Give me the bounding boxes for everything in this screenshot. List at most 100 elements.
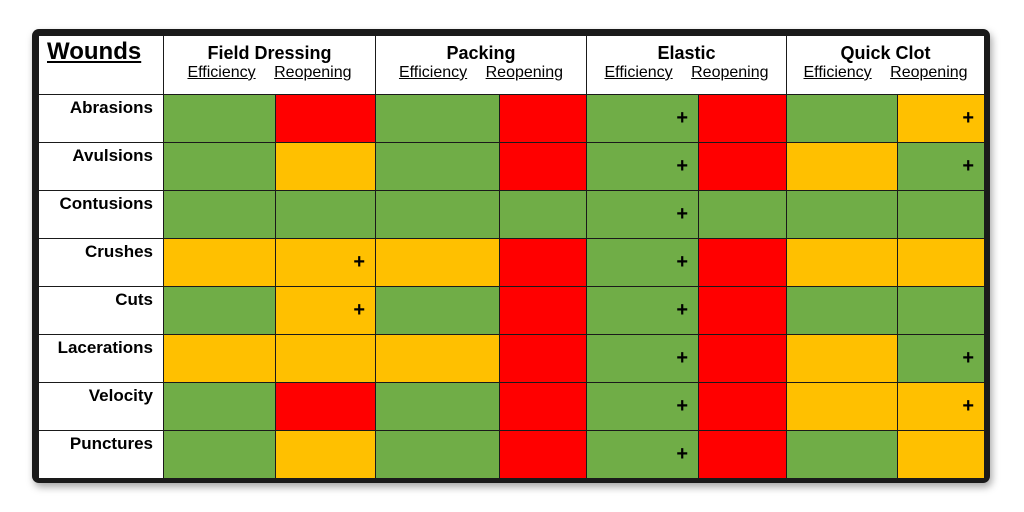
rating-cell: [499, 238, 587, 287]
table-row: Lacerations + +: [38, 334, 986, 383]
rating-cell: [786, 334, 899, 383]
rating-cell: [897, 190, 986, 239]
rating-cell: [499, 382, 587, 431]
rating-cell: [275, 334, 376, 383]
table-body: Abrasions + + Avulsions + + Contusions + Crushes…: [38, 94, 986, 479]
rating-cell: +: [586, 94, 699, 143]
group-field-dressing: Field Dressing: [163, 35, 376, 64]
rating-cell: [697, 430, 788, 479]
rating-cell: [697, 382, 788, 431]
rating-cell: [275, 430, 376, 479]
rating-cell: [897, 286, 986, 335]
title-cell: Wounds: [38, 35, 164, 95]
row-label: Lacerations: [38, 334, 164, 383]
table-row: Abrasions + +: [38, 94, 986, 143]
rating-cell: [786, 142, 899, 191]
subheader-efficiency: Efficiency: [604, 64, 673, 81]
plus-mark: +: [676, 107, 688, 129]
table-title: Wounds: [47, 38, 142, 65]
rating-cell: [163, 382, 276, 431]
rating-cell: +: [586, 382, 699, 431]
rating-cell: [375, 334, 500, 383]
subheader-reopening: Reopening: [691, 64, 769, 81]
rating-cell: [786, 238, 899, 287]
plus-mark: +: [676, 395, 688, 417]
rating-cell: [786, 430, 899, 479]
rating-cell: [897, 238, 986, 287]
rating-cell: +: [586, 334, 699, 383]
rating-cell: [786, 190, 899, 239]
rating-cell: [163, 286, 276, 335]
row-label: Velocity: [38, 382, 164, 431]
rating-cell: [786, 382, 899, 431]
rating-cell: [163, 94, 276, 143]
rating-cell: [697, 94, 788, 143]
rating-cell: [499, 286, 587, 335]
plus-mark: +: [676, 155, 688, 177]
subheader-reopening: Reopening: [485, 64, 564, 81]
group-header-row: Wounds Field Dressing Packing Elastic Qu…: [38, 35, 986, 95]
table-row: Avulsions + +: [38, 142, 986, 191]
rating-cell: [375, 190, 500, 239]
subheader-field-dressing: Efficiency Reopening: [163, 64, 376, 95]
rating-cell: [499, 334, 587, 383]
row-label: Crushes: [38, 238, 164, 287]
row-label: Abrasions: [38, 94, 164, 143]
rating-cell: +: [586, 238, 699, 287]
rating-cell: [163, 238, 276, 287]
subheader-efficiency: Efficiency: [398, 64, 468, 81]
plus-mark: +: [676, 203, 688, 225]
rating-cell: +: [897, 142, 986, 191]
rating-cell: [375, 430, 500, 479]
rating-cell: +: [586, 430, 699, 479]
rating-cell: +: [897, 382, 986, 431]
rating-cell: +: [897, 94, 986, 143]
table-row: Crushes + +: [38, 238, 986, 287]
rating-cell: +: [275, 238, 376, 287]
row-label: Contusions: [38, 190, 164, 239]
plus-mark: +: [676, 347, 688, 369]
rating-cell: [499, 94, 587, 143]
row-label: Punctures: [38, 430, 164, 479]
rating-cell: +: [586, 286, 699, 335]
subheader-elastic: Efficiency Reopening: [585, 64, 788, 95]
rating-cell: [275, 190, 376, 239]
plus-mark: +: [353, 299, 365, 321]
rating-cell: [697, 142, 788, 191]
group-packing: Packing: [375, 35, 587, 64]
plus-mark: +: [962, 107, 975, 129]
rating-cell: [163, 142, 276, 191]
rating-cell: [697, 190, 788, 239]
table-row: Cuts + +: [38, 286, 986, 335]
table-row: Punctures +: [38, 430, 986, 479]
plus-mark: +: [962, 347, 975, 369]
group-quick-clot: Quick Clot: [786, 35, 986, 64]
rating-cell: +: [586, 190, 699, 239]
rating-cell: [375, 382, 500, 431]
rating-cell: [499, 430, 587, 479]
group-elastic: Elastic: [585, 35, 788, 64]
rating-cell: [275, 142, 376, 191]
rating-cell: [163, 334, 276, 383]
rating-cell: [499, 142, 587, 191]
rating-cell: [786, 286, 899, 335]
table-row: Velocity + +: [38, 382, 986, 431]
rating-cell: [897, 430, 986, 479]
row-label: Cuts: [38, 286, 164, 335]
rating-cell: [697, 238, 788, 287]
rating-cell: [499, 190, 587, 239]
rating-cell: [375, 238, 500, 287]
subheader-efficiency: Efficiency: [187, 64, 256, 81]
rating-cell: [275, 94, 376, 143]
row-label: Avulsions: [38, 142, 164, 191]
plus-mark: +: [962, 395, 975, 417]
subheader-quick-clot: Efficiency Reopening: [786, 64, 986, 95]
table-row: Contusions +: [38, 190, 986, 239]
plus-mark: +: [676, 443, 688, 465]
plus-mark: +: [962, 155, 975, 177]
rating-cell: +: [275, 286, 376, 335]
subheader-reopening: Reopening: [274, 64, 352, 81]
plus-mark: +: [676, 251, 688, 273]
rating-cell: [163, 430, 276, 479]
rating-cell: [163, 190, 276, 239]
